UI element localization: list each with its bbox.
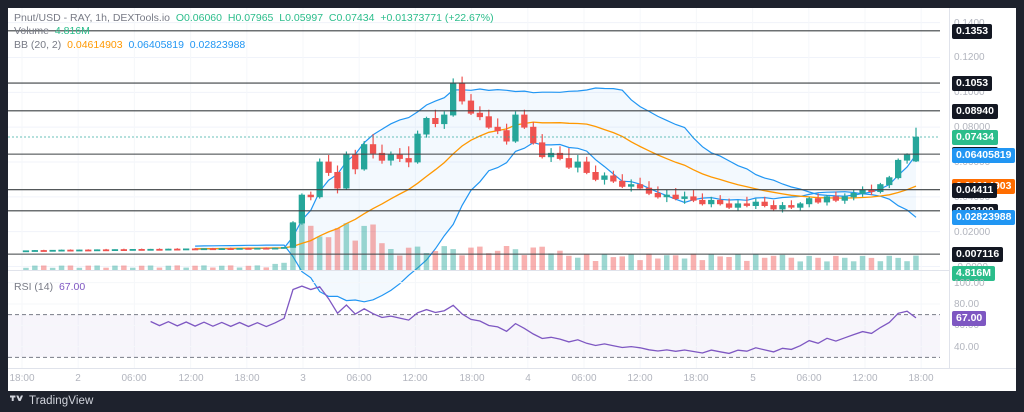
rsi-tick: 100.00 <box>954 278 985 289</box>
tradingview-logo-icon <box>10 395 24 401</box>
rsi-value-label[interactable]: 67.00 <box>952 311 987 326</box>
time-tick: 18:00 <box>234 373 260 384</box>
price-tick: 0.1000 <box>954 87 985 98</box>
time-tick: 12:00 <box>627 373 653 384</box>
price-label-blue[interactable]: 0.02823988 <box>952 210 1016 225</box>
time-tick: 18:00 <box>683 373 709 384</box>
rsi-tick: 40.00 <box>954 342 980 353</box>
price-label-teal[interactable]: 4.816M <box>952 266 996 281</box>
time-tick: 06:00 <box>796 373 822 384</box>
price-label-blue[interactable]: 0.06405819 <box>952 148 1016 163</box>
price-tick: 0.02000 <box>954 227 991 238</box>
price-label-black[interactable]: 0.04411 <box>952 183 998 198</box>
price-tick: 0.1200 <box>954 52 985 63</box>
time-scale[interactable]: 18:00 2 06:00 12:00 18:00 3 06:00 12:00 18:00 4 06… <box>8 368 1016 391</box>
price-scale[interactable]: 0.14000.12000.10000.080000.060000.040000… <box>949 8 1016 390</box>
time-tick: 06:00 <box>571 373 597 384</box>
price-tick: 0.1400 <box>954 18 985 29</box>
chart-plot-svg <box>8 8 940 368</box>
tradingview-brand-label: TradingView <box>29 395 94 407</box>
time-tick: 06:00 <box>121 373 147 384</box>
time-tick: 12:00 <box>852 373 878 384</box>
time-tick: 18:00 <box>9 373 35 384</box>
price-label-teal[interactable]: 0.07434 <box>952 130 998 145</box>
time-tick: 3 <box>300 373 306 384</box>
time-tick: 4 <box>525 373 531 384</box>
tradingview-brand[interactable]: TradingView <box>10 395 93 407</box>
price-label-black[interactable]: 0.1053 <box>952 76 993 91</box>
time-tick: 12:00 <box>178 373 204 384</box>
time-tick: 12:00 <box>402 373 428 384</box>
time-tick: 18:00 <box>459 373 485 384</box>
pane-separator <box>8 270 1016 271</box>
time-tick: 18:00 <box>908 373 934 384</box>
price-label-black[interactable]: 0.007116 <box>952 247 1004 262</box>
time-tick: 5 <box>750 373 756 384</box>
chart-canvas[interactable] <box>8 8 1016 390</box>
time-tick: 2 <box>75 373 81 384</box>
price-tick: 0.08000 <box>954 122 991 133</box>
time-tick: 06:00 <box>346 373 372 384</box>
rsi-tick: 80.00 <box>954 299 980 310</box>
price-label-black[interactable]: 0.08940 <box>952 104 998 119</box>
price-label-black[interactable]: 0.1353 <box>952 24 993 39</box>
